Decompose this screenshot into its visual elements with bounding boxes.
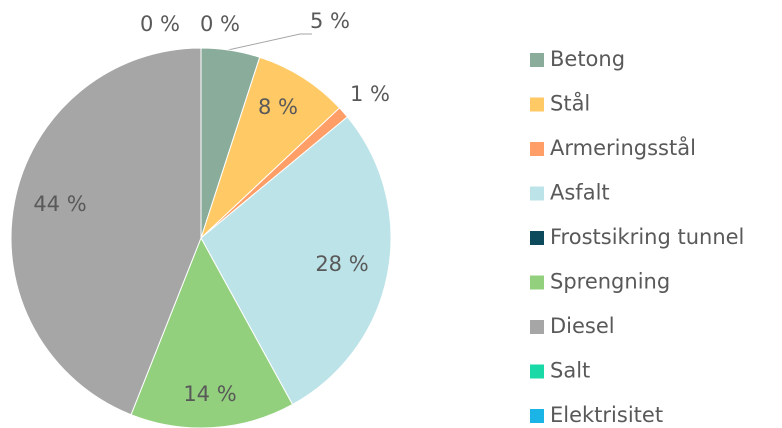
legend-label: Armeringsstål bbox=[550, 135, 696, 160]
legend-swatch bbox=[530, 275, 544, 290]
legend-swatch bbox=[530, 409, 544, 423]
legend-label: Betong bbox=[550, 47, 625, 71]
data-label: 0 % bbox=[200, 12, 240, 36]
legend-swatch bbox=[530, 231, 544, 245]
data-label: 8 % bbox=[258, 95, 298, 119]
legend-swatch bbox=[530, 53, 544, 67]
legend-label: Sprengning bbox=[550, 270, 670, 294]
legend-label: Stål bbox=[550, 91, 590, 116]
legend-swatch bbox=[530, 186, 544, 201]
data-label: 44 % bbox=[33, 192, 86, 216]
pie-slice bbox=[200, 116, 392, 406]
legend-label: Asfalt bbox=[550, 181, 610, 205]
leader-line bbox=[227, 33, 312, 51]
data-label: 0 % bbox=[140, 12, 180, 36]
data-label: 5 % bbox=[310, 9, 350, 33]
legend-swatch bbox=[530, 364, 544, 379]
legend-label: Frostsikring tunnel bbox=[550, 225, 744, 249]
legend-swatch bbox=[530, 97, 544, 112]
legend-swatch bbox=[530, 320, 544, 334]
legend-label: Diesel bbox=[550, 314, 615, 338]
data-label: 1 % bbox=[350, 82, 390, 106]
legend-label: Elektrisitet bbox=[550, 403, 663, 427]
data-label: 14 % bbox=[183, 382, 236, 406]
pie-slice bbox=[200, 56, 341, 239]
pie-slice bbox=[10, 47, 202, 416]
data-label: 28 % bbox=[315, 252, 368, 276]
legend-swatch bbox=[530, 142, 544, 156]
legend-label: Salt bbox=[550, 359, 590, 383]
